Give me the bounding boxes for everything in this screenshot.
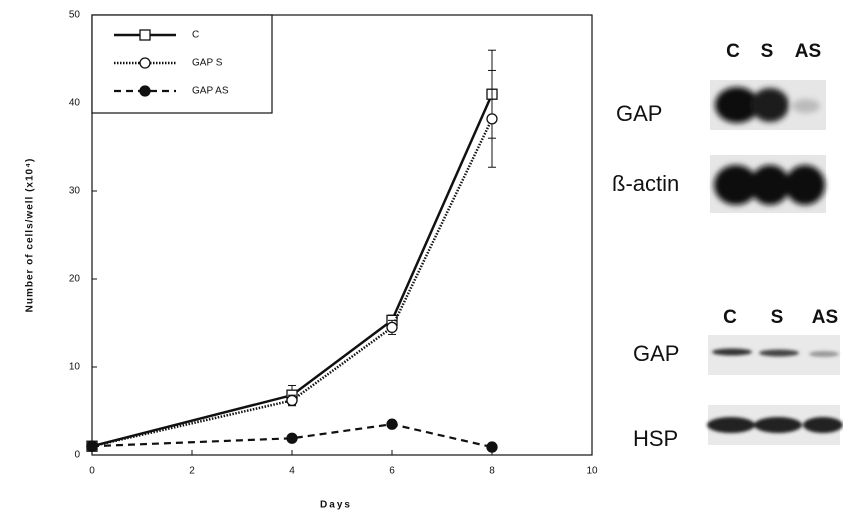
row-label: GAP	[616, 101, 662, 126]
marker	[387, 322, 397, 332]
y-tick-label: 30	[69, 186, 81, 197]
x-tick-label: 8	[489, 466, 495, 477]
x-tick-label: 4	[289, 466, 295, 477]
figure: 0 2 4 6 8 10 0 10 20 30 40 50 C GAP S GAP AS Days Numb…	[0, 0, 843, 512]
legend-marker	[140, 86, 150, 96]
legend-label: C	[192, 30, 199, 41]
legend-frame	[92, 15, 272, 113]
plot: 0 2 4 6 8 10 0 10 20 30 40 50 C GAP S GAP AS	[69, 10, 598, 477]
row-label: ß-actin	[612, 171, 679, 196]
legend: C GAP S GAP AS	[92, 15, 272, 113]
legend-label: GAP S	[192, 58, 223, 69]
lane-label: C	[726, 41, 740, 62]
bands	[707, 417, 843, 433]
y-tick-label: 40	[69, 98, 81, 109]
marker	[287, 395, 297, 405]
lane-label: AS	[795, 41, 821, 62]
x-tick-label: 10	[586, 466, 598, 477]
marker	[87, 441, 97, 451]
bands	[714, 165, 825, 205]
marker	[487, 442, 497, 452]
x-axis-label: Days	[320, 500, 352, 511]
lane-label: S	[771, 307, 784, 328]
row-label: HSP	[633, 426, 678, 451]
marker	[287, 433, 297, 443]
y-tick-label: 0	[74, 450, 80, 461]
x-tick-label: 0	[89, 466, 95, 477]
blot-panel: C S AS GAP ß-actin	[612, 41, 826, 213]
legend-marker	[140, 58, 150, 68]
y-tick-label: 10	[69, 362, 81, 373]
marker	[487, 114, 497, 124]
legend-label: GAP AS	[192, 86, 229, 97]
blot-panel: C S AS GAP HSP	[633, 307, 843, 451]
lane-label: AS	[812, 307, 838, 328]
lane-label: C	[723, 307, 737, 328]
y-tick-label: 50	[69, 10, 81, 21]
x-tick-label: 6	[389, 466, 395, 477]
row-label: GAP	[633, 341, 679, 366]
lane-label: S	[761, 41, 774, 62]
y-axis-label: Number of cells/well (x10⁴)	[25, 158, 36, 313]
x-tick-label: 2	[189, 466, 195, 477]
legend-marker	[140, 30, 150, 40]
marker	[387, 419, 397, 429]
y-tick-label: 20	[69, 274, 81, 285]
